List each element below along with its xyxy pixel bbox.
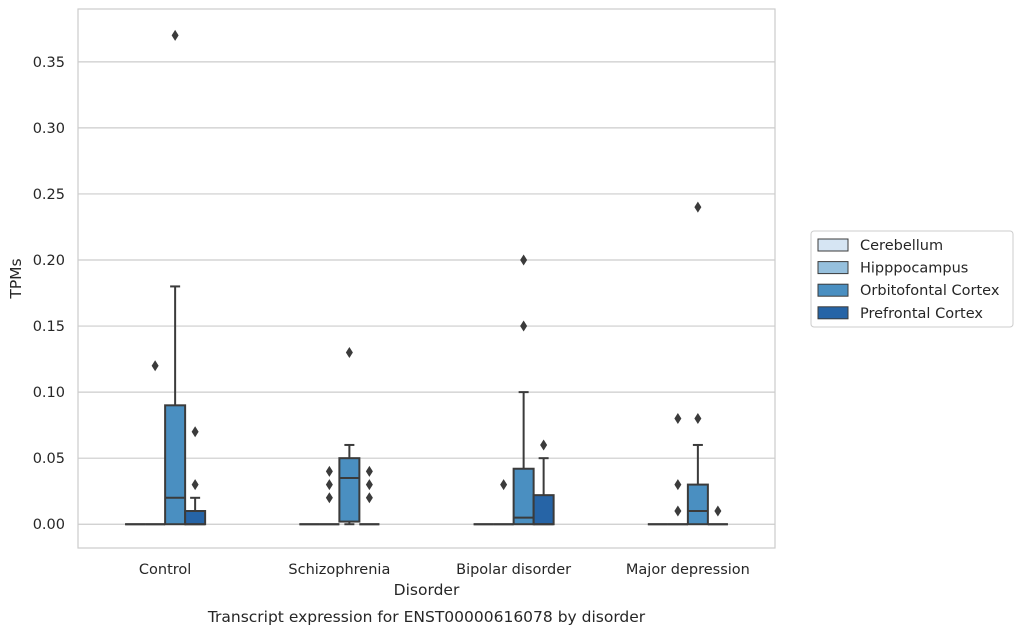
outlier-point	[714, 505, 722, 517]
box-prefrontal-cortex	[184, 426, 207, 526]
plot-area-frame	[77, 8, 776, 549]
outlier-point	[365, 492, 373, 504]
outlier-point	[325, 479, 333, 491]
outlier-point	[365, 465, 373, 477]
y-tick-label: 0.10	[33, 385, 65, 401]
x-axis-ticks: Control Schizophrenia Bipolar disorder Majo…	[139, 562, 750, 578]
y-tick-label: 0.00	[33, 517, 65, 533]
box-prefrontal-cortex	[359, 465, 380, 526]
legend-swatch	[817, 238, 849, 252]
box-body	[338, 457, 361, 523]
box-hipppocampus	[319, 465, 340, 526]
x-axis-label: Disorder	[394, 581, 460, 599]
x-tick-label: Bipolar disorder	[456, 562, 571, 578]
outlier-point	[365, 479, 373, 491]
outlier-point	[674, 413, 682, 425]
y-tick-label: 0.35	[33, 55, 65, 71]
box-hipppocampus	[145, 360, 166, 526]
box-body	[184, 510, 207, 526]
y-tick-label: 0.30	[33, 121, 65, 137]
outlier-point	[151, 360, 159, 372]
box-series	[125, 29, 728, 526]
box-body	[686, 483, 709, 526]
legend-swatch	[817, 261, 849, 275]
outlier-point	[520, 320, 528, 332]
outlier-point	[191, 426, 199, 438]
outlier-point	[500, 479, 508, 491]
outlier-point	[520, 254, 528, 266]
x-tick-label: Major depression	[626, 562, 750, 578]
x-tick-label: Schizophrenia	[288, 562, 390, 578]
legend-label: Hipppocampus	[860, 261, 968, 277]
box-orbitofontal-cortex	[686, 201, 709, 526]
box-prefrontal-cortex	[707, 505, 728, 526]
outlier-point	[674, 505, 682, 517]
legend-label: Prefrontal Cortex	[860, 306, 983, 322]
legend-swatch	[817, 283, 849, 297]
outlier-point	[694, 201, 702, 213]
outlier-point	[345, 346, 353, 358]
box-body	[512, 467, 535, 526]
legend-frame	[810, 230, 1014, 328]
outlier-point	[674, 479, 682, 491]
outlier-point	[171, 29, 179, 41]
y-tick-label: 0.20	[33, 253, 65, 269]
legend-swatch	[817, 306, 849, 320]
legend: Cerebellum Hipppocampus Orbitofontal Corte…	[810, 230, 1014, 328]
outlier-point	[694, 413, 702, 425]
y-axis-label: TPMs	[7, 258, 25, 299]
y-tick-label: 0.25	[33, 187, 65, 203]
box-body	[532, 494, 555, 526]
y-tick-label: 0.15	[33, 319, 65, 335]
outlier-point	[325, 465, 333, 477]
legend-label: Cerebellum	[860, 238, 943, 254]
box-prefrontal-cortex	[532, 439, 555, 526]
outlier-point	[325, 492, 333, 504]
outlier-point	[540, 439, 548, 451]
chart-caption: Transcript expression for ENST0000061607…	[207, 608, 646, 626]
x-tick-label: Control	[139, 562, 191, 578]
box-orbitofontal-cortex	[164, 29, 187, 526]
box-hipppocampus	[667, 413, 688, 526]
outlier-point	[191, 479, 199, 491]
box-hipppocampus	[493, 479, 514, 526]
y-axis-ticks: 0.00 0.05 0.10 0.15 0.20 0.25 0.30 0.35	[33, 55, 65, 533]
y-tick-label: 0.05	[33, 451, 65, 467]
box-orbitofontal-cortex	[338, 346, 361, 526]
box-body	[164, 404, 187, 526]
legend-label: Orbitofontal Cortex	[860, 283, 1000, 299]
